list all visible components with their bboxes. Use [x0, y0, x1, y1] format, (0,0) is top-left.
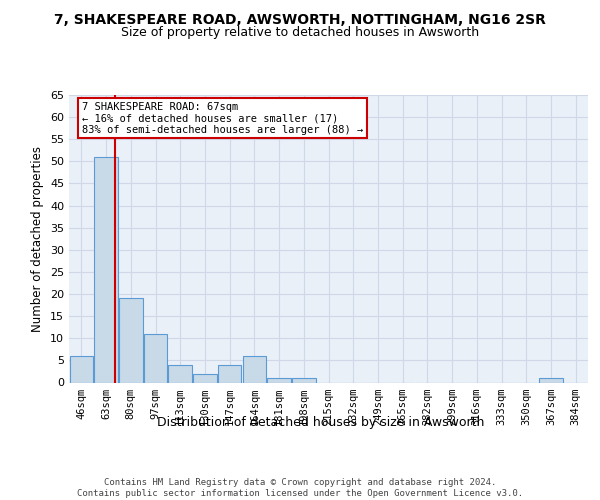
Bar [169, 365, 192, 382]
Bar [70, 356, 93, 382]
Bar [94, 157, 118, 382]
Text: Distribution of detached houses by size in Awsworth: Distribution of detached houses by size … [157, 416, 485, 429]
Bar [268, 378, 291, 382]
Bar [218, 365, 241, 382]
Text: Contains HM Land Registry data © Crown copyright and database right 2024.
Contai: Contains HM Land Registry data © Crown c… [77, 478, 523, 498]
Text: 7 SHAKESPEARE ROAD: 67sqm
← 16% of detached houses are smaller (17)
83% of semi-: 7 SHAKESPEARE ROAD: 67sqm ← 16% of detac… [82, 102, 363, 135]
Y-axis label: Number of detached properties: Number of detached properties [31, 146, 44, 332]
Bar [292, 378, 316, 382]
Bar [119, 298, 143, 382]
Bar [539, 378, 563, 382]
Bar [242, 356, 266, 382]
Text: 7, SHAKESPEARE ROAD, AWSWORTH, NOTTINGHAM, NG16 2SR: 7, SHAKESPEARE ROAD, AWSWORTH, NOTTINGHA… [54, 12, 546, 26]
Bar [193, 374, 217, 382]
Text: Size of property relative to detached houses in Awsworth: Size of property relative to detached ho… [121, 26, 479, 39]
Bar [144, 334, 167, 382]
